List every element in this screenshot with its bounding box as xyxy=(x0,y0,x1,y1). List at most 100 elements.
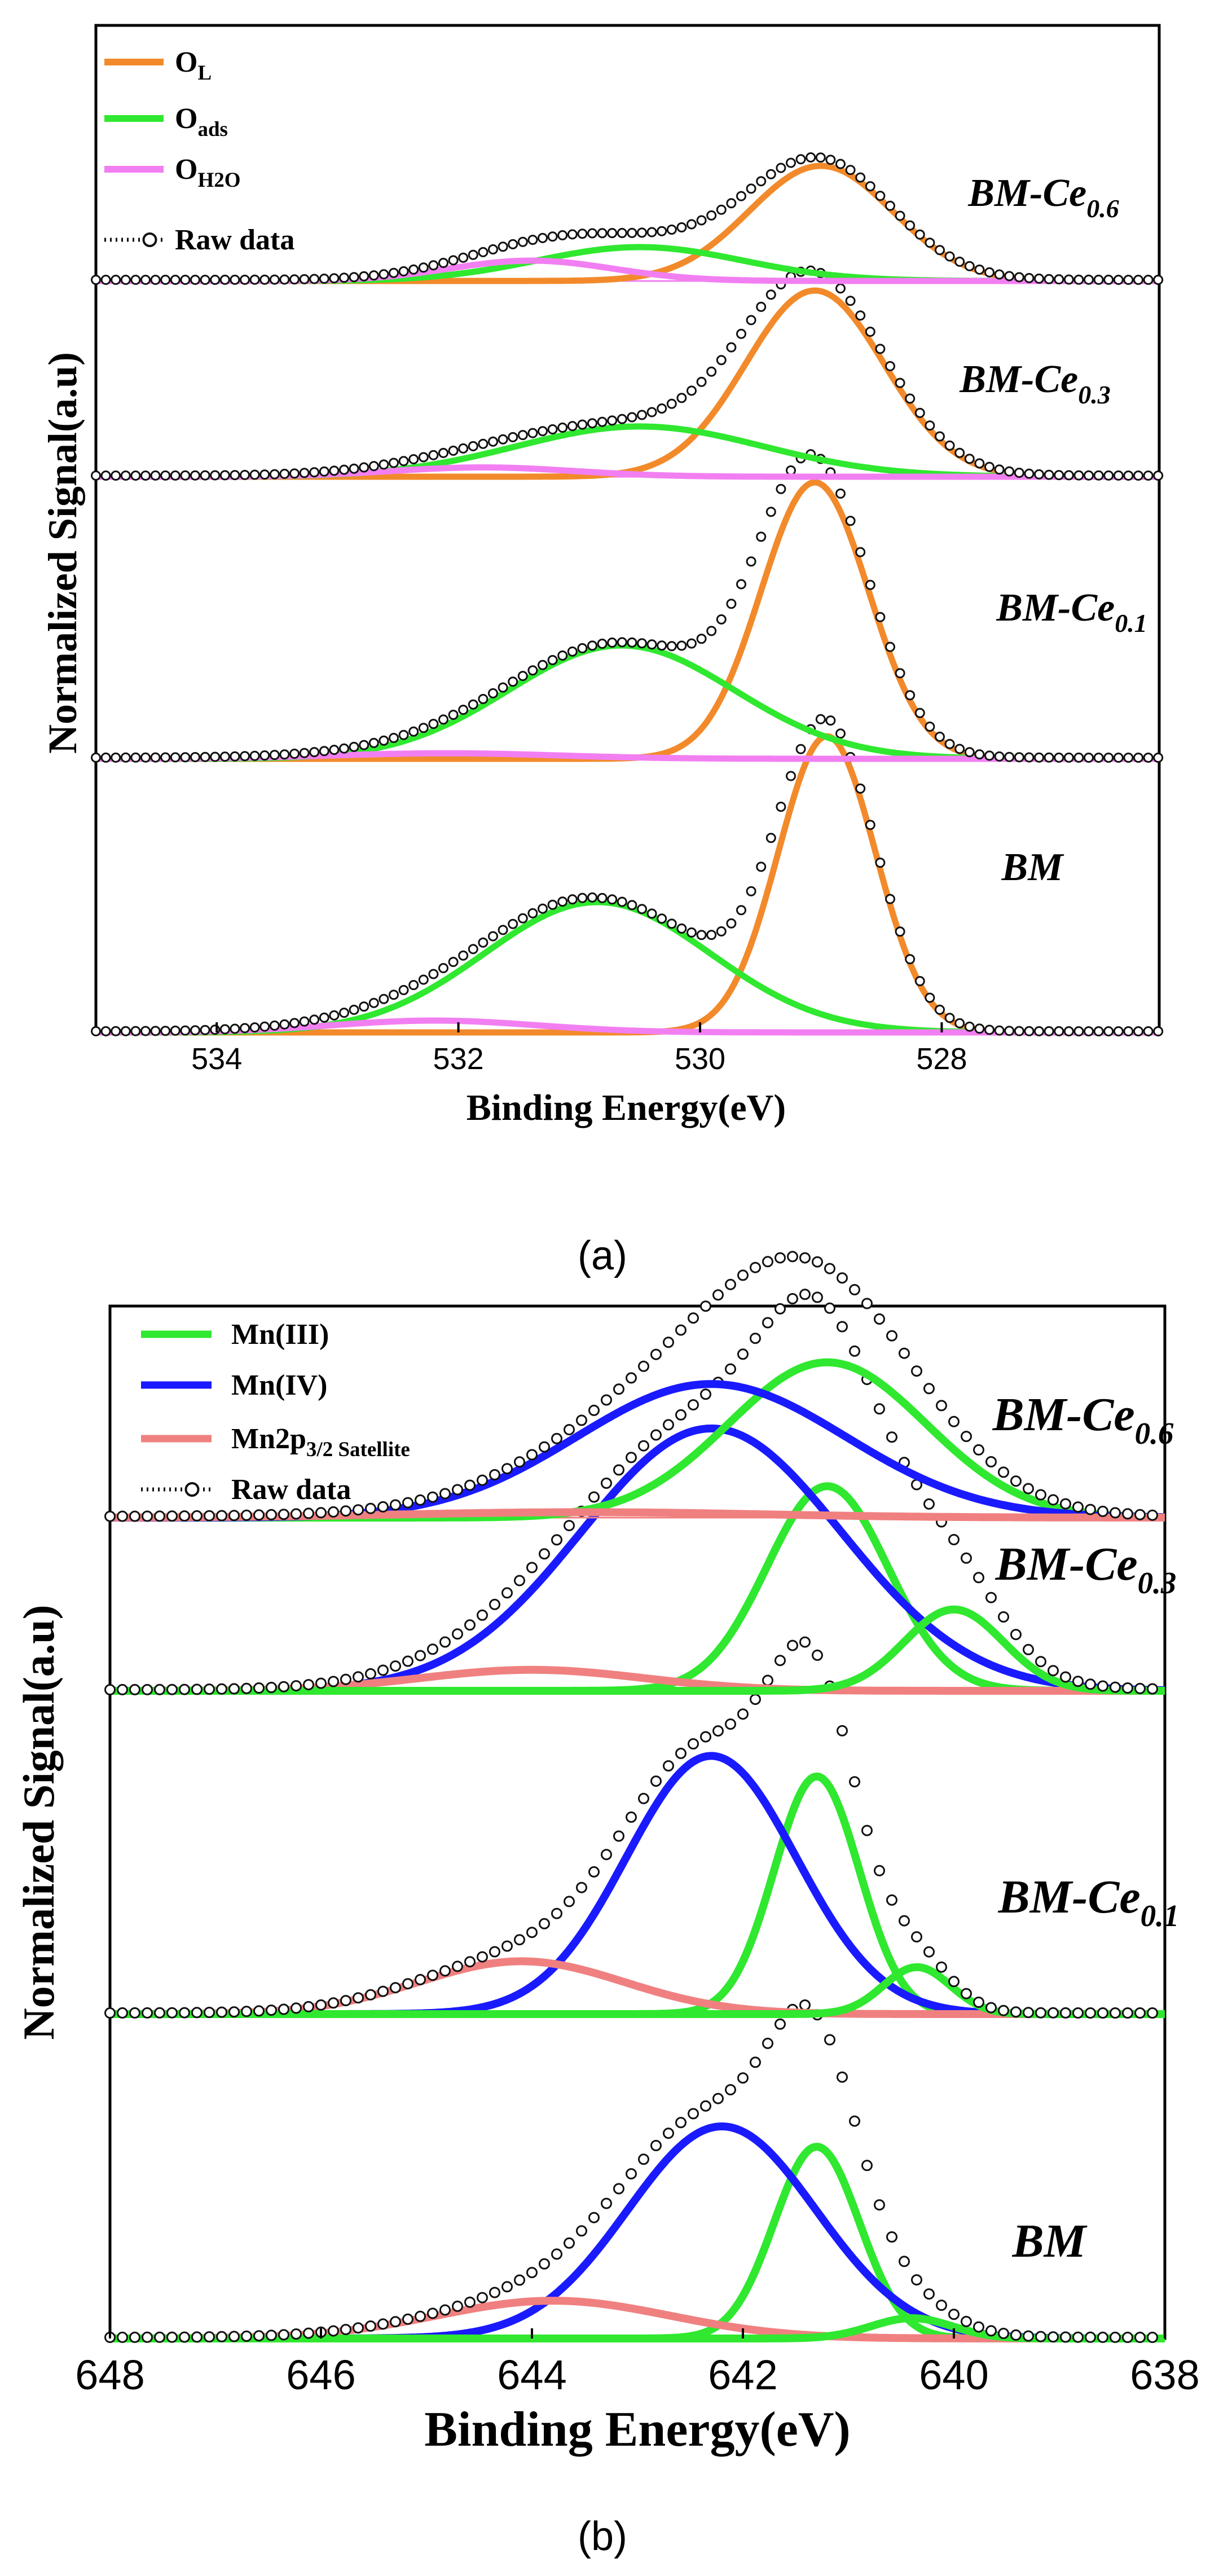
raw-data-point xyxy=(498,241,508,252)
sample-label-main: BM-Ce xyxy=(995,1538,1138,1590)
raw-data-point xyxy=(874,1865,885,1876)
raw-data-point xyxy=(249,1022,260,1033)
raw-data-point xyxy=(885,200,895,211)
raw-data-point xyxy=(795,154,806,165)
sample-label: BM-Ce0.6 xyxy=(992,1388,1174,1450)
raw-data-point xyxy=(104,1684,116,1695)
raw-data-point xyxy=(923,1946,935,1958)
raw-data-point xyxy=(627,227,637,238)
raw-data-point xyxy=(349,1004,359,1015)
raw-data-point xyxy=(985,2002,997,2014)
raw-data-point xyxy=(1010,2329,1022,2341)
raw-data-point xyxy=(230,470,240,481)
raw-data-point xyxy=(100,1026,111,1036)
raw-data-point xyxy=(489,1946,500,1958)
spectrum-bm-ce-0-1 xyxy=(91,449,1164,763)
raw-data-point xyxy=(567,646,578,657)
raw-data-point xyxy=(944,1013,955,1023)
raw-data-point xyxy=(279,749,290,760)
raw-data-point xyxy=(824,1302,835,1314)
raw-data-point xyxy=(498,434,508,445)
raw-data-point xyxy=(514,2274,525,2286)
raw-data-point xyxy=(439,1488,451,1500)
raw-data-point xyxy=(925,722,935,732)
legend-label: OH2O xyxy=(175,153,241,192)
raw-data-point xyxy=(657,403,667,414)
raw-data-point xyxy=(365,2320,376,2332)
raw-data-point xyxy=(638,1792,649,1804)
raw-data-point xyxy=(663,1419,674,1431)
raw-data-point xyxy=(688,1399,699,1411)
raw-data-point xyxy=(726,198,737,209)
raw-data-point xyxy=(402,1978,413,1990)
raw-data-point xyxy=(508,239,518,249)
raw-data-point xyxy=(676,640,687,651)
raw-data-point xyxy=(874,1403,885,1415)
raw-data-point xyxy=(696,215,707,226)
raw-data-point xyxy=(140,752,151,763)
raw-data-point xyxy=(1110,2331,1121,2343)
raw-data-point xyxy=(626,2168,637,2180)
raw-data-point xyxy=(289,1018,300,1028)
raw-data-point xyxy=(1122,1682,1133,1694)
raw-data-point xyxy=(746,315,756,326)
raw-data-point xyxy=(774,1303,786,1315)
raw-data-point xyxy=(765,507,776,517)
legend-entry-sat: Mn2p3/2 Satellite xyxy=(141,1423,410,1461)
raw-data-point xyxy=(228,2331,240,2342)
raw-data-point xyxy=(923,1498,935,1510)
raw-data-point xyxy=(911,2274,922,2286)
x-tick-label: 648 xyxy=(75,2351,144,2398)
legend-label: Mn2p3/2 Satellite xyxy=(231,1423,410,1461)
raw-data-point xyxy=(1014,272,1024,283)
raw-data-point xyxy=(935,245,945,256)
raw-data-point xyxy=(398,729,409,740)
raw-data-point xyxy=(936,1961,947,1973)
raw-data-point xyxy=(160,275,171,285)
raw-data-point xyxy=(746,183,756,194)
raw-data-point xyxy=(468,699,478,710)
raw-data-point xyxy=(377,1501,389,1513)
raw-data-point xyxy=(190,275,200,285)
raw-data-point xyxy=(527,908,538,918)
raw-data-point xyxy=(464,2296,476,2308)
raw-data-point xyxy=(712,2093,724,2104)
spectrum-bm xyxy=(91,714,1164,1036)
raw-data-point xyxy=(855,547,866,557)
raw-data-point xyxy=(415,1650,426,1661)
raw-data-point xyxy=(984,267,994,278)
raw-data-point xyxy=(688,1738,699,1749)
raw-data-point xyxy=(1073,274,1084,285)
raw-data-point xyxy=(160,1026,171,1036)
raw-data-point xyxy=(200,470,210,481)
raw-data-point xyxy=(1024,752,1035,763)
raw-data-point xyxy=(299,1016,310,1027)
spectrum-bm-ce-0-6 xyxy=(91,152,1164,285)
raw-data-point xyxy=(774,1252,786,1264)
raw-data-point xyxy=(905,690,916,701)
raw-data-point xyxy=(339,272,349,283)
raw-data-point xyxy=(905,954,916,965)
raw-data-point xyxy=(865,579,875,590)
raw-data-point xyxy=(216,1683,227,1695)
raw-data-point xyxy=(154,2007,165,2019)
raw-data-point xyxy=(961,1552,972,1564)
raw-data-point xyxy=(799,1636,811,1648)
raw-data-point xyxy=(303,2327,314,2339)
raw-data-point xyxy=(835,488,846,499)
raw-data-point xyxy=(478,438,489,449)
raw-data-point xyxy=(179,1683,190,1695)
raw-data-point xyxy=(259,1021,270,1032)
raw-data-point xyxy=(489,1598,500,1610)
raw-data-point xyxy=(527,428,538,438)
panel-b-y-axis-label: Normalized Signal(a.u) xyxy=(14,1604,63,2039)
raw-data-point xyxy=(428,719,439,729)
raw-data-point xyxy=(379,735,389,746)
raw-data-point xyxy=(204,1683,215,1695)
raw-data-point xyxy=(1123,1026,1134,1036)
raw-data-point xyxy=(973,1444,984,1456)
raw-data-point xyxy=(1023,2007,1034,2019)
raw-data-point xyxy=(1034,469,1044,480)
raw-data-point xyxy=(617,896,627,907)
